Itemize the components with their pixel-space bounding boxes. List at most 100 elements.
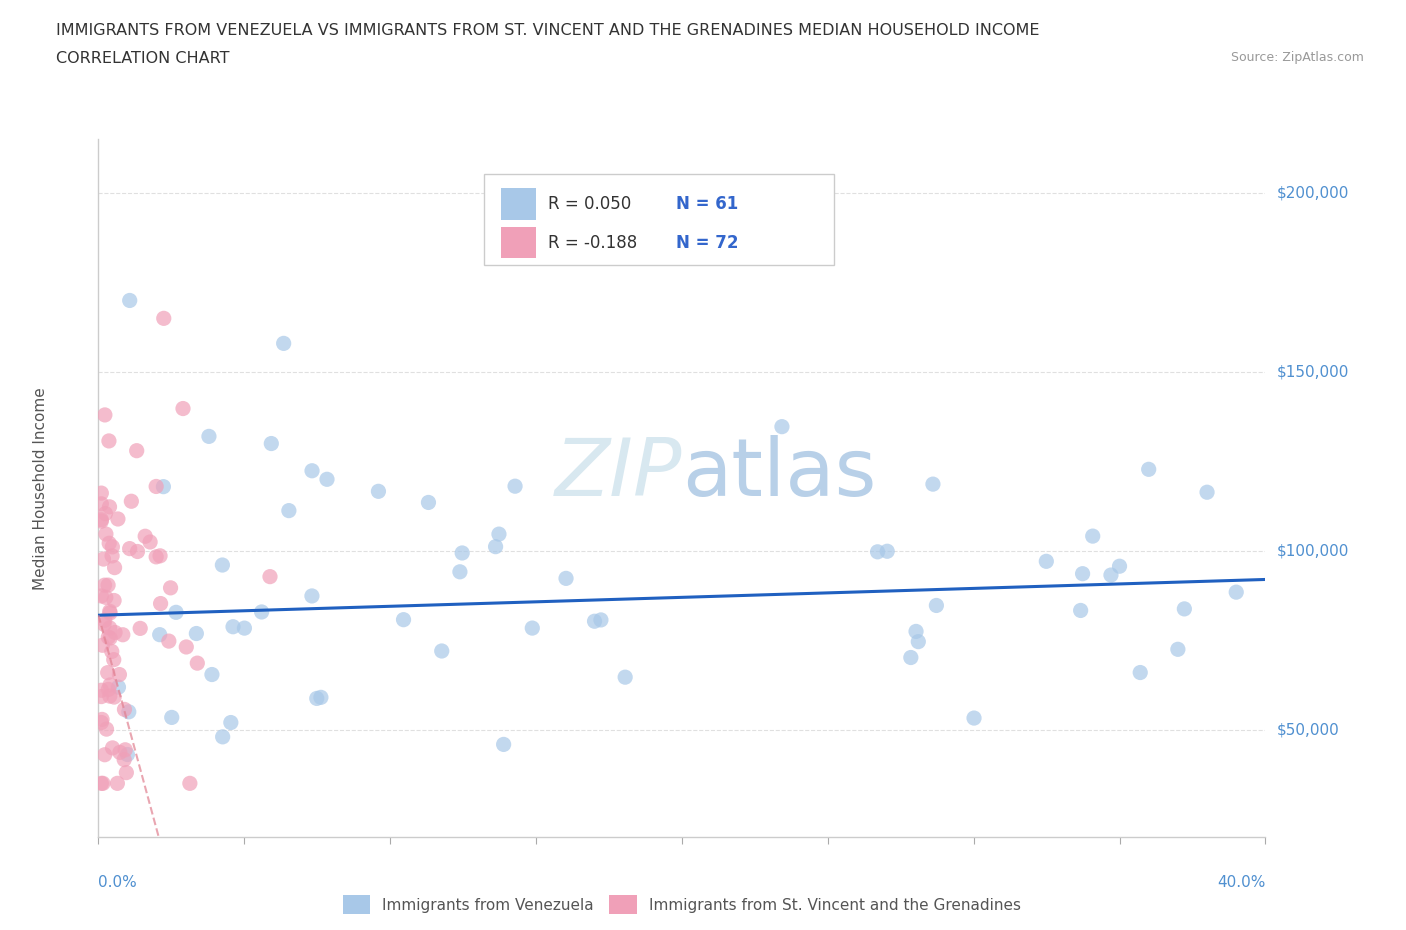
Point: [94, 407, 117, 422]
Point: [125, 444, 148, 458]
Point: [1167, 642, 1189, 657]
Point: [211, 729, 233, 744]
Point: [418, 495, 440, 510]
Point: [392, 612, 415, 627]
Point: [98, 678, 121, 693]
Point: [149, 549, 172, 564]
Point: [117, 747, 139, 762]
Point: [93, 578, 115, 592]
Point: [430, 644, 453, 658]
Point: [201, 667, 224, 682]
Point: [118, 541, 141, 556]
Point: [97, 630, 120, 644]
Point: [127, 544, 149, 559]
Text: Source: ZipAtlas.com: Source: ZipAtlas.com: [1230, 51, 1364, 64]
Point: [120, 494, 142, 509]
Point: [101, 740, 124, 755]
Point: [104, 625, 127, 640]
Point: [98, 499, 121, 514]
Point: [114, 742, 136, 757]
Text: 0.0%: 0.0%: [98, 875, 138, 890]
Point: [900, 650, 922, 665]
Text: atlas: atlas: [682, 435, 876, 513]
Point: [1099, 567, 1122, 582]
Text: ZIP: ZIP: [554, 435, 682, 513]
Point: [309, 690, 332, 705]
Point: [96, 722, 118, 737]
Point: [93, 617, 115, 631]
Point: [159, 580, 181, 595]
Point: [98, 620, 121, 635]
Point: [94, 506, 117, 521]
Point: [260, 436, 283, 451]
Point: [1137, 462, 1160, 477]
Point: [90, 513, 112, 528]
Point: [186, 626, 208, 641]
Point: [103, 690, 125, 705]
Point: [963, 711, 986, 725]
Point: [503, 479, 526, 494]
Point: [233, 620, 256, 635]
Point: [107, 512, 129, 526]
Point: [1071, 566, 1094, 581]
Point: [522, 620, 544, 635]
Point: [93, 551, 115, 566]
Point: [97, 665, 120, 680]
Point: [301, 589, 323, 604]
Point: [103, 652, 125, 667]
Point: [488, 526, 510, 541]
Point: [105, 776, 128, 790]
Point: [1173, 602, 1195, 617]
Point: [145, 479, 167, 494]
Point: [118, 293, 141, 308]
Point: [211, 558, 233, 573]
Point: [98, 631, 121, 645]
Text: N = 72: N = 72: [676, 233, 738, 252]
Text: $50,000: $50,000: [1277, 723, 1340, 737]
Point: [1070, 603, 1092, 618]
Point: [179, 776, 201, 790]
Point: [198, 429, 221, 444]
Point: [108, 745, 131, 760]
Text: $100,000: $100,000: [1277, 543, 1348, 558]
Point: [112, 752, 135, 767]
Point: [1129, 665, 1152, 680]
Text: $150,000: $150,000: [1277, 365, 1348, 379]
Point: [90, 485, 112, 500]
Point: [90, 776, 112, 790]
Point: [91, 638, 114, 653]
Point: [250, 604, 273, 619]
Point: [90, 497, 112, 512]
Legend: Immigrants from Venezuela, Immigrants from St. Vincent and the Grenadines: Immigrants from Venezuela, Immigrants fr…: [336, 889, 1028, 920]
Point: [90, 512, 112, 527]
Point: [149, 627, 172, 642]
Point: [273, 336, 295, 351]
Point: [93, 748, 115, 763]
Point: [107, 680, 129, 695]
Point: [94, 526, 117, 541]
Point: [94, 590, 117, 604]
Point: [98, 604, 121, 618]
Point: [451, 546, 474, 561]
Point: [149, 596, 172, 611]
Bar: [501, 227, 536, 259]
Point: [770, 419, 793, 434]
Point: [449, 565, 471, 579]
Text: R = 0.050: R = 0.050: [548, 195, 631, 213]
Point: [91, 712, 114, 727]
Point: [589, 613, 612, 628]
Point: [367, 484, 389, 498]
Point: [583, 614, 606, 629]
Point: [91, 776, 114, 790]
Point: [614, 670, 637, 684]
Point: [925, 598, 948, 613]
Point: [152, 311, 174, 325]
Text: N = 61: N = 61: [676, 195, 738, 213]
Point: [97, 433, 120, 448]
Point: [118, 704, 141, 719]
Point: [90, 689, 112, 704]
Point: [555, 571, 578, 586]
Point: [90, 589, 112, 604]
Point: [876, 544, 898, 559]
Point: [152, 479, 174, 494]
